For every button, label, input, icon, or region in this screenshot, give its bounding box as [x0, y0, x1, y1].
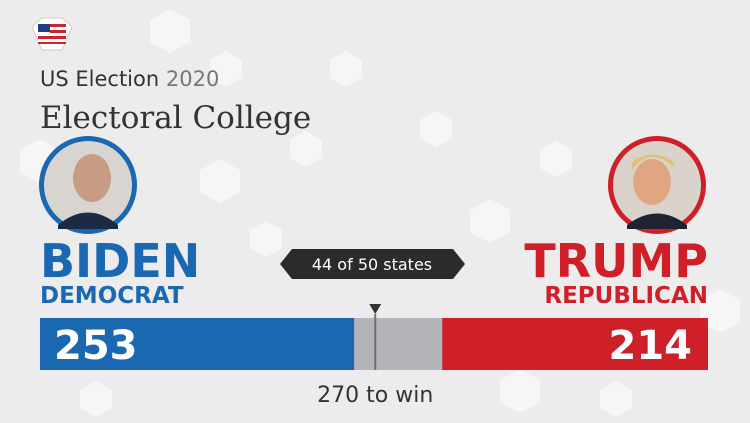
- party-name: REPUBLICAN: [544, 283, 708, 309]
- year: 2020: [166, 67, 219, 91]
- threshold-marker: [369, 304, 382, 314]
- progress-badge: [280, 249, 465, 279]
- candidate-name: BIDEN: [40, 234, 200, 288]
- chart-title: Electoral College: [40, 100, 311, 136]
- bar: [40, 318, 355, 370]
- eyebrow-text: US Election: [40, 67, 159, 91]
- candidate-name: TRUMP: [524, 234, 708, 288]
- bar-group: 253 214 270 to win: [40, 304, 708, 408]
- party-name: DEMOCRAT: [40, 283, 184, 309]
- progress-text: 44 of 50 states: [312, 255, 432, 274]
- eyebrow: US Election 2020: [40, 67, 219, 91]
- hex-pattern: [20, 9, 740, 417]
- logo: [31, 17, 73, 51]
- value-label: 253: [54, 323, 138, 369]
- threshold-label: 270 to win: [317, 383, 433, 408]
- portrait-trump: [608, 136, 706, 234]
- bar: [442, 318, 708, 370]
- portrait-biden: [39, 136, 137, 234]
- value-label: 214: [609, 323, 693, 369]
